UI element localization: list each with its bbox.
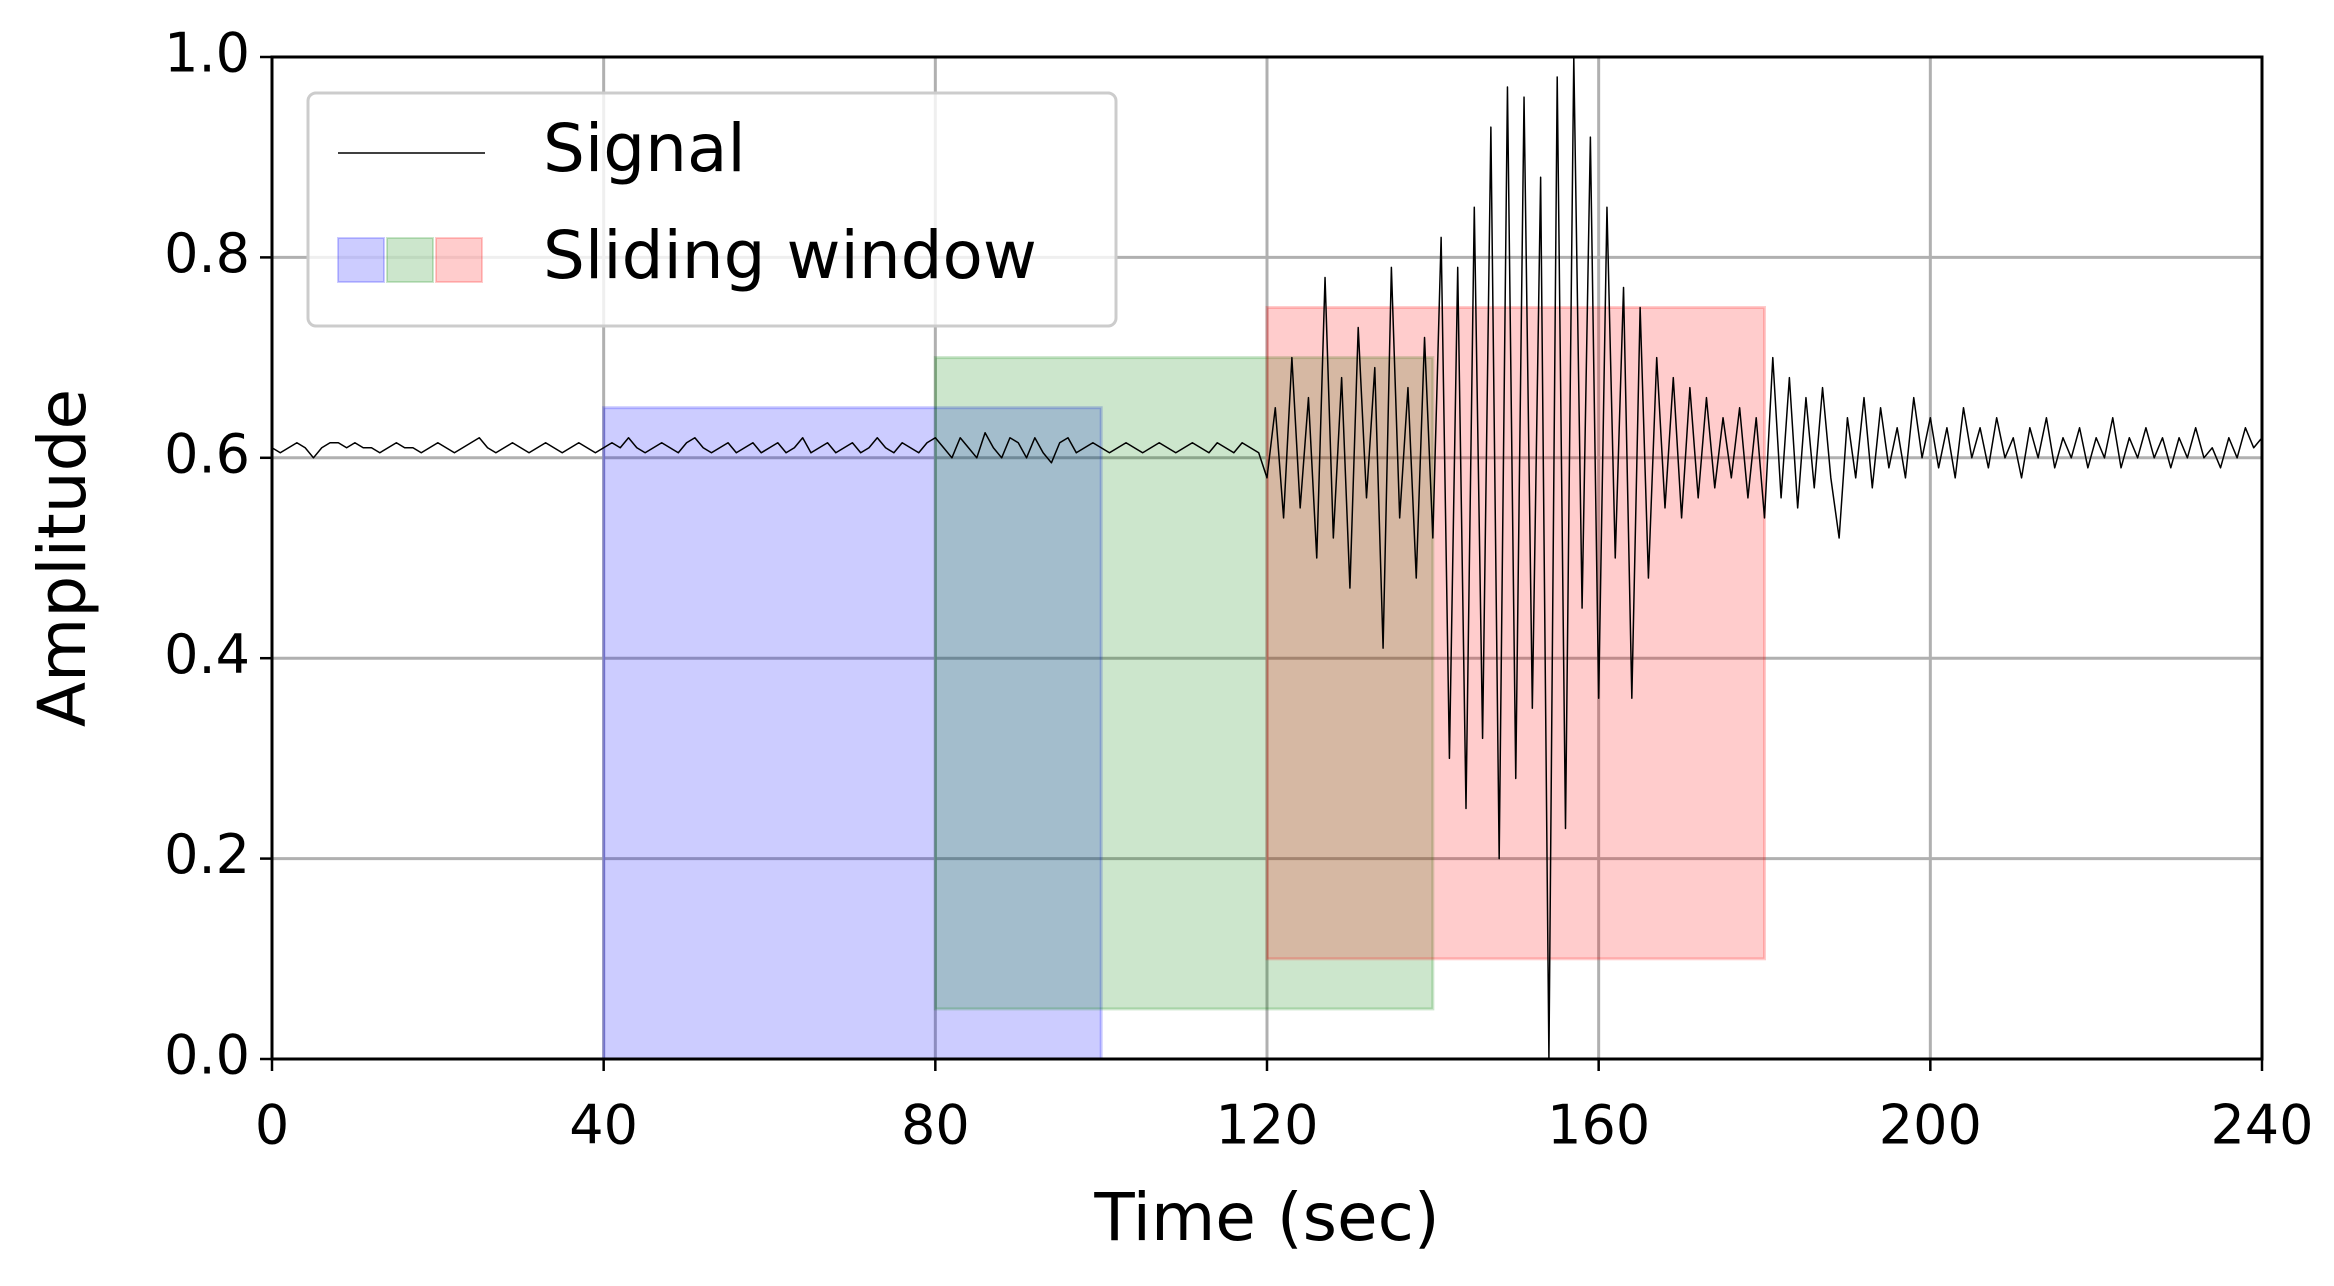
x-tick-label: 160: [1547, 1094, 1650, 1157]
y-tick-label: 0.2: [164, 823, 250, 886]
y-tick-label: 1.0: [164, 22, 250, 85]
sliding-window: [602, 406, 1103, 1061]
x-tick-label: 0: [255, 1094, 289, 1157]
y-tick-label: 0.6: [164, 422, 250, 485]
legend-label: Sliding window: [543, 217, 1037, 294]
x-axis-label: Time (sec): [1093, 1179, 1439, 1256]
plot-frame: [270, 55, 2264, 1061]
signal-line: [271, 56, 2263, 1060]
y-tick-label: 0.4: [164, 623, 250, 686]
x-tick-label: 80: [901, 1094, 970, 1157]
y-tick-label: 0.8: [164, 222, 250, 285]
y-tick-label: 0.0: [164, 1024, 250, 1087]
x-tick-label: 40: [569, 1094, 638, 1157]
legend-patch: [386, 237, 434, 283]
x-tick-label: 200: [1879, 1094, 1982, 1157]
y-axis-label: Amplitude: [24, 389, 101, 727]
legend-patch: [435, 237, 483, 283]
legend-label: Signal: [543, 110, 746, 187]
legend-box: [306, 91, 1118, 328]
x-tick-label: 120: [1215, 1094, 1318, 1157]
sliding-window: [933, 356, 1435, 1011]
sliding-window: [1265, 306, 1766, 961]
x-tick-label: 240: [2210, 1094, 2313, 1157]
legend-patch: [337, 237, 385, 283]
